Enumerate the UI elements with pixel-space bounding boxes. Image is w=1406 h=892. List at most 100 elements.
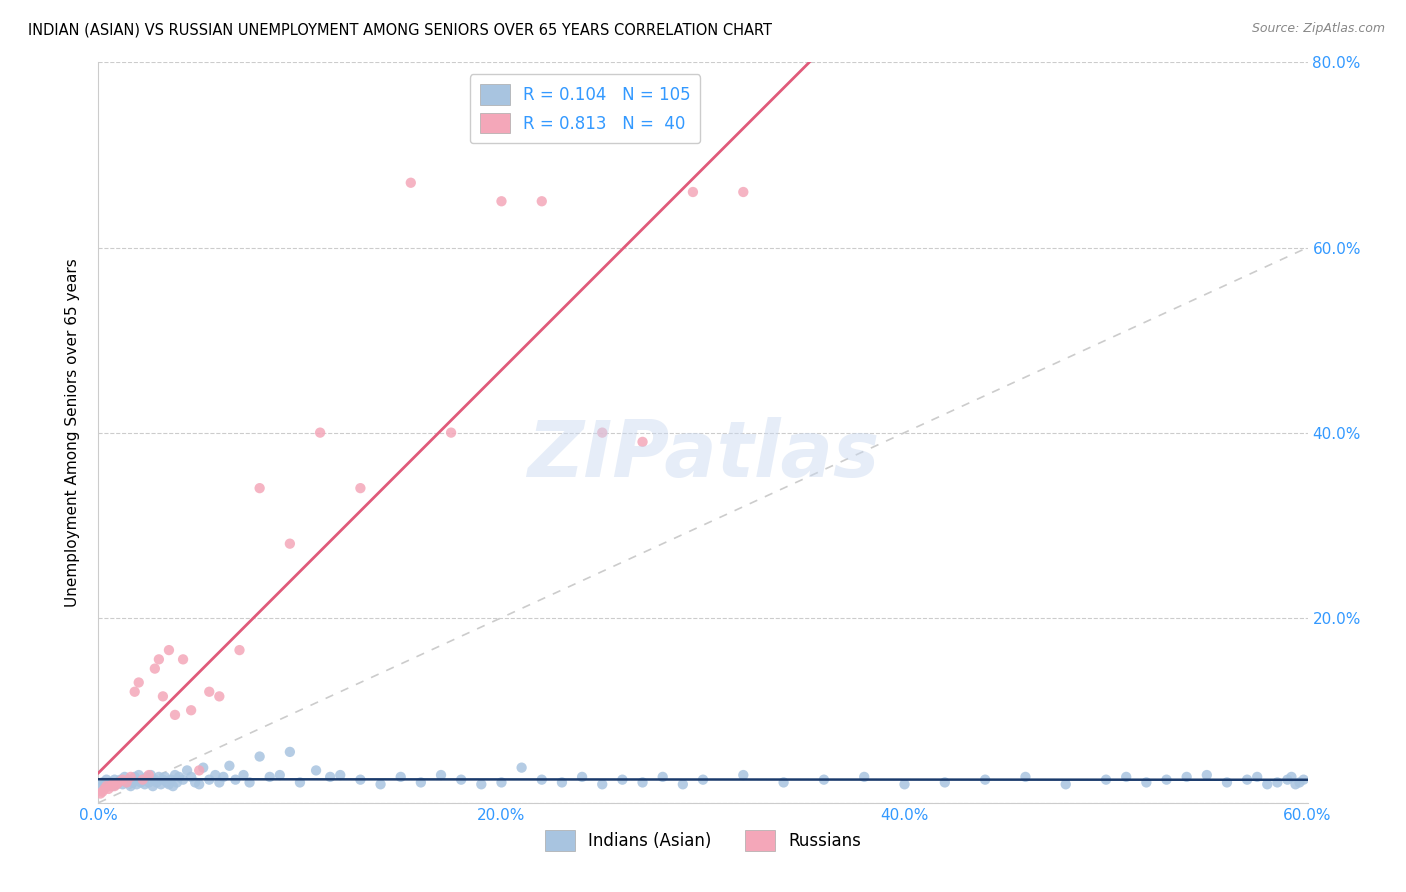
Point: [91, 785, 114, 799]
Point: [278, 536, 301, 550]
Point: [591, 777, 613, 791]
Point: [530, 194, 553, 209]
Point: [124, 770, 146, 784]
Point: [208, 775, 231, 789]
Point: [103, 772, 125, 787]
Point: [1175, 770, 1198, 784]
Point: [470, 777, 492, 791]
Point: [163, 768, 186, 782]
Point: [115, 775, 138, 789]
Point: [103, 779, 125, 793]
Point: [212, 770, 235, 784]
Point: [399, 176, 422, 190]
Point: [121, 775, 143, 789]
Point: [651, 770, 673, 784]
Point: [1115, 770, 1137, 784]
Point: [204, 768, 226, 782]
Point: [120, 770, 142, 784]
Point: [631, 434, 654, 449]
Point: [110, 772, 132, 787]
Point: [1054, 777, 1077, 791]
Point: [198, 772, 221, 787]
Point: [157, 643, 180, 657]
Point: [118, 772, 141, 787]
Point: [571, 770, 593, 784]
Point: [692, 772, 714, 787]
Point: [218, 758, 240, 772]
Point: [172, 772, 194, 787]
Point: [129, 775, 152, 789]
Point: [1277, 772, 1299, 787]
Point: [101, 777, 124, 791]
Point: [124, 685, 146, 699]
Point: [100, 779, 122, 793]
Legend: Indians (Asian), Russians: Indians (Asian), Russians: [538, 823, 868, 857]
Point: [143, 662, 166, 676]
Point: [120, 779, 142, 793]
Point: [184, 775, 207, 789]
Point: [143, 772, 166, 787]
Point: [97, 777, 120, 791]
Point: [1246, 770, 1268, 784]
Point: [591, 425, 613, 440]
Point: [259, 770, 281, 784]
Point: [148, 770, 170, 784]
Point: [551, 775, 574, 789]
Point: [97, 781, 120, 796]
Point: [96, 772, 118, 787]
Point: [510, 761, 533, 775]
Point: [893, 777, 915, 791]
Point: [132, 772, 155, 787]
Text: Source: ZipAtlas.com: Source: ZipAtlas.com: [1251, 22, 1385, 36]
Point: [1195, 768, 1218, 782]
Point: [160, 772, 183, 787]
Point: [138, 768, 160, 782]
Point: [682, 185, 704, 199]
Point: [107, 775, 129, 789]
Point: [135, 770, 157, 784]
Point: [278, 745, 301, 759]
Point: [1095, 772, 1118, 787]
Point: [105, 777, 128, 791]
Point: [853, 770, 876, 784]
Point: [152, 690, 174, 704]
Point: [305, 764, 328, 778]
Point: [134, 777, 156, 791]
Point: [139, 768, 162, 782]
Point: [1256, 777, 1278, 791]
Point: [440, 425, 463, 440]
Point: [1216, 775, 1239, 789]
Point: [176, 764, 198, 778]
Point: [232, 768, 254, 782]
Point: [93, 779, 115, 793]
Point: [132, 772, 155, 787]
Point: [142, 779, 165, 793]
Point: [733, 185, 755, 199]
Point: [288, 775, 311, 789]
Point: [319, 770, 342, 784]
Point: [491, 775, 513, 789]
Point: [269, 768, 291, 782]
Point: [188, 764, 211, 778]
Point: [105, 777, 128, 791]
Point: [1135, 775, 1157, 789]
Point: [188, 777, 211, 791]
Point: [163, 707, 186, 722]
Point: [772, 775, 794, 789]
Point: [93, 781, 115, 796]
Point: [114, 770, 136, 784]
Point: [157, 777, 180, 791]
Point: [733, 768, 755, 782]
Point: [1284, 777, 1306, 791]
Point: [166, 775, 188, 789]
Point: [107, 775, 129, 789]
Point: [115, 775, 138, 789]
Point: [612, 772, 634, 787]
Point: [1292, 772, 1315, 787]
Point: [1267, 775, 1289, 789]
Point: [162, 779, 184, 793]
Point: [249, 481, 271, 495]
Point: [180, 770, 202, 784]
Point: [96, 779, 118, 793]
Point: [1156, 772, 1178, 787]
